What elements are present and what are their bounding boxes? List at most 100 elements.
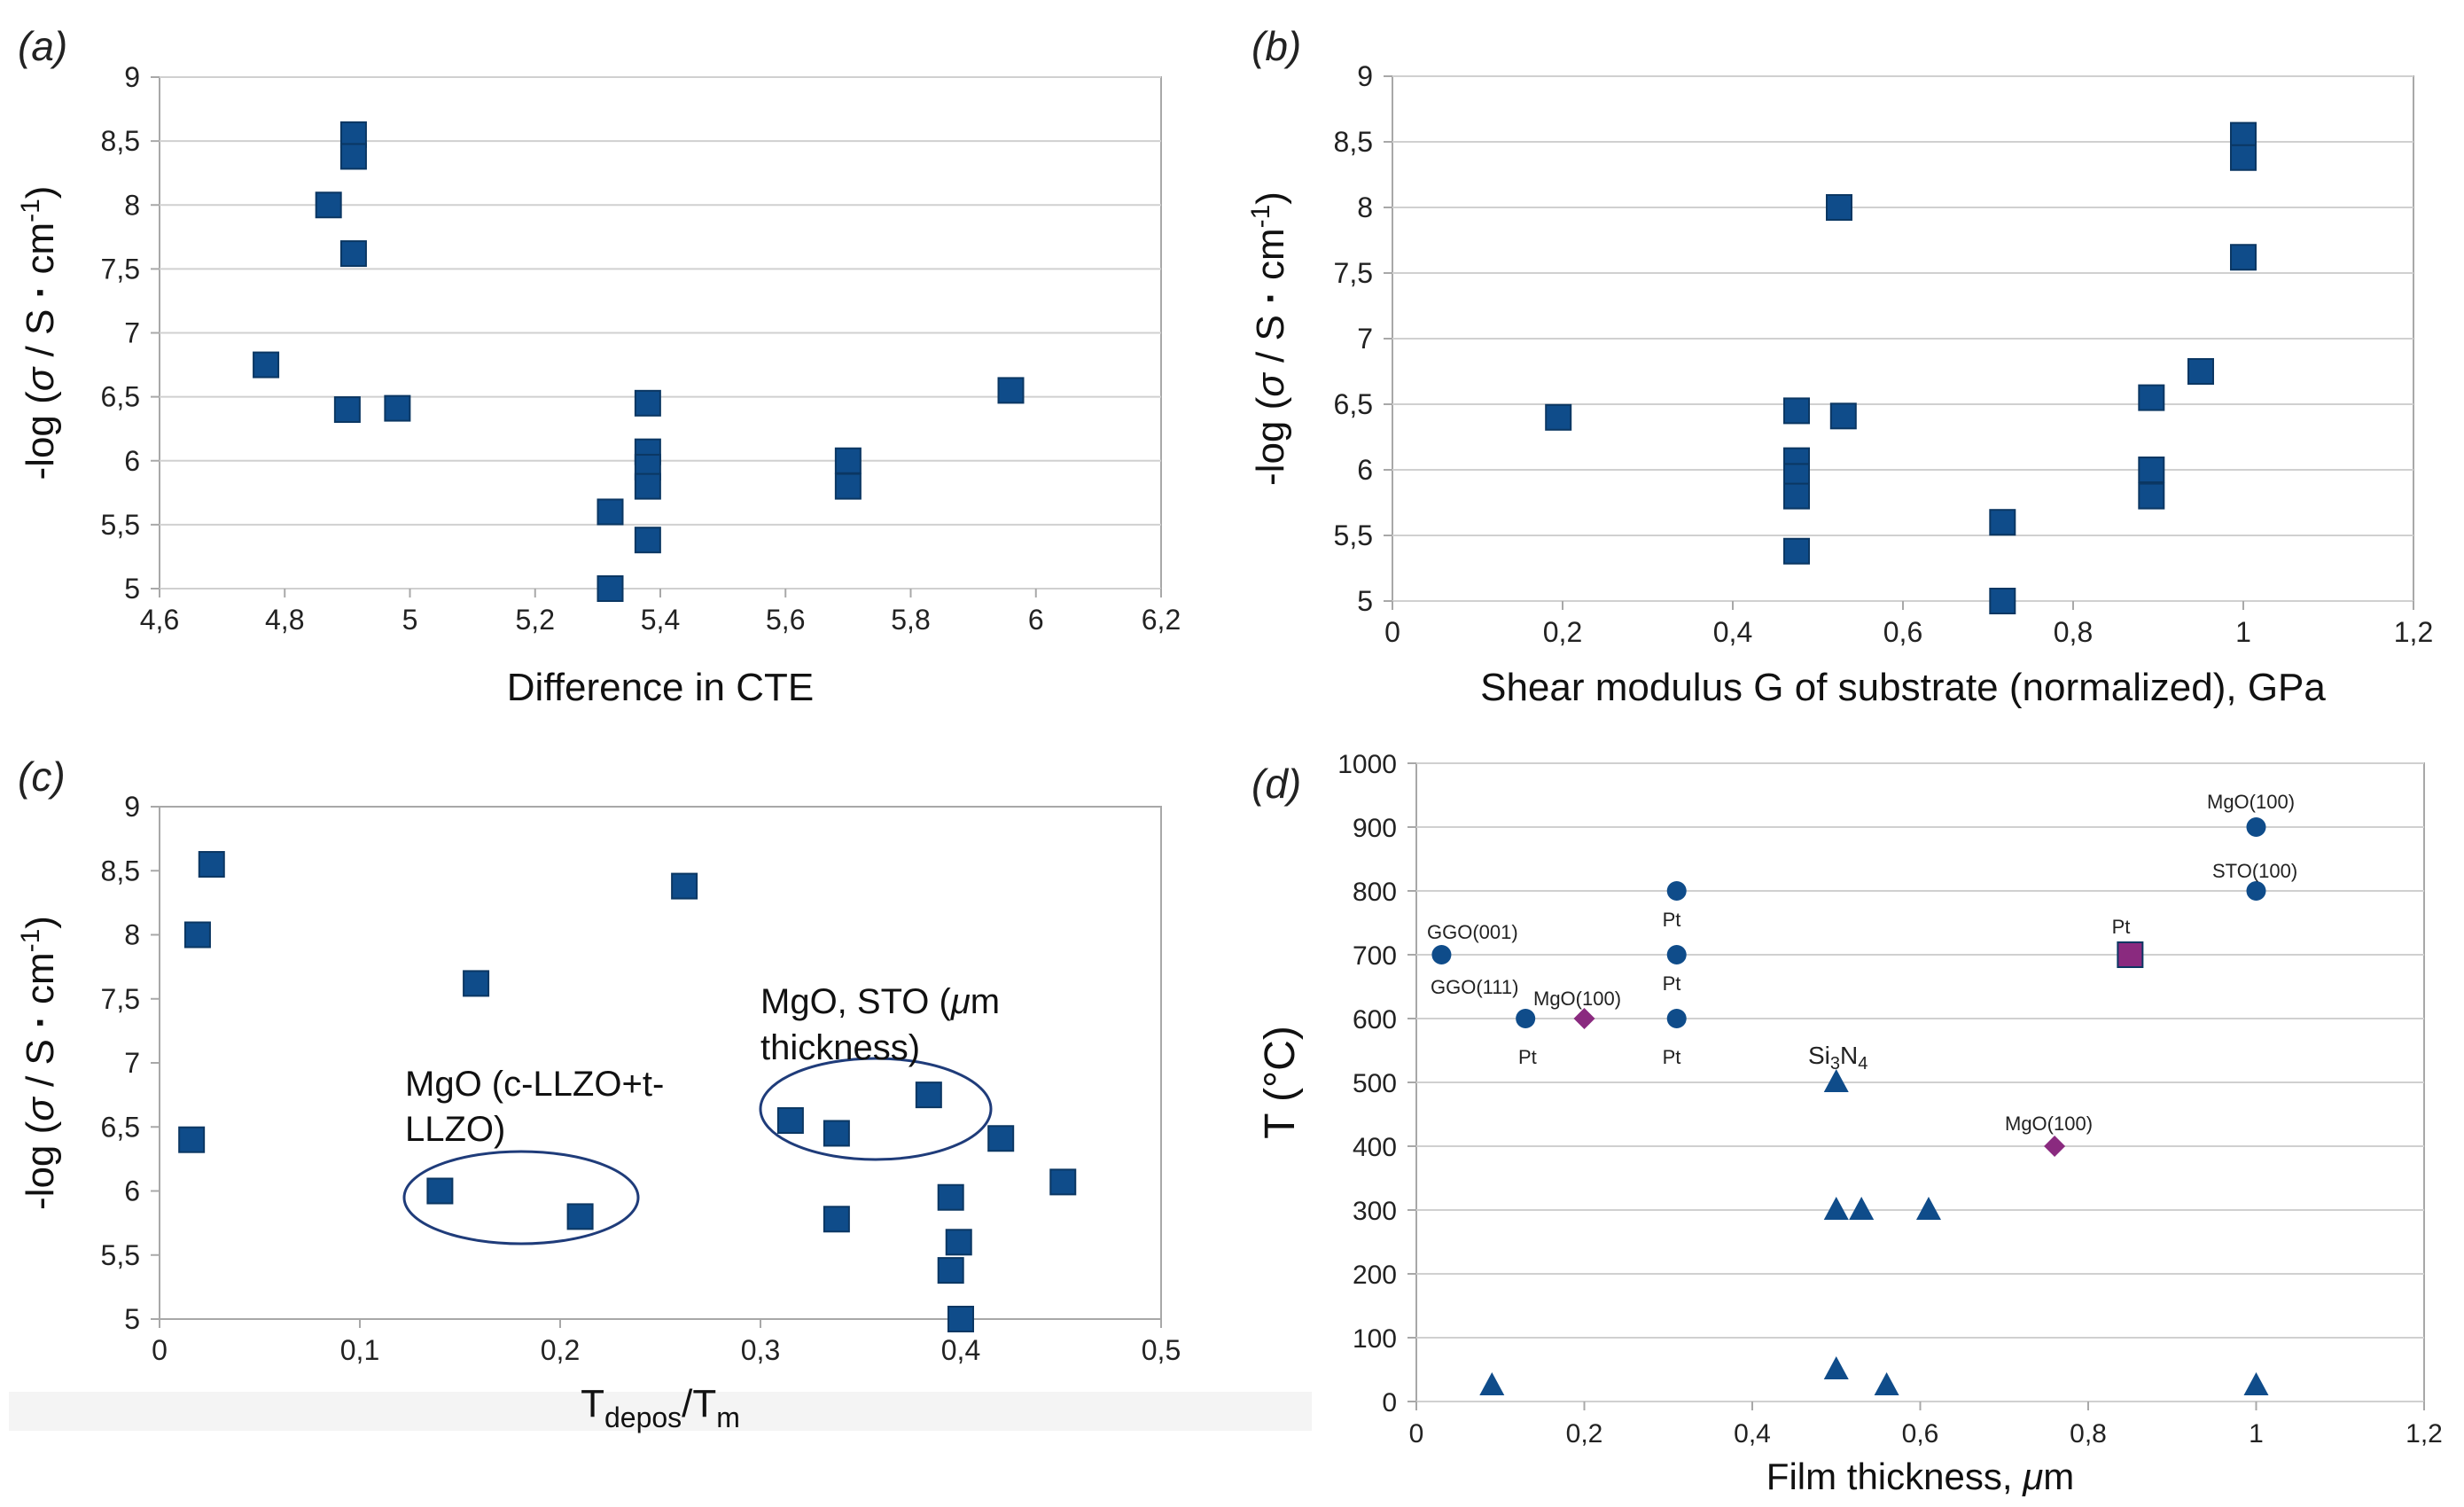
point-label: MgO(100) [1533,988,1621,1010]
x-tick-label-a: 6 [1028,604,1044,636]
y-tick-label-d: 500 [1353,1069,1397,1098]
y-axis-title-d: T (°C) [1257,1026,1304,1139]
panel-label-c: (c) [18,754,66,800]
data-point-a [339,121,367,148]
data-point-b [2187,358,2214,385]
x-tick-label-d: 1 [2249,1419,2264,1448]
data-point-c [463,970,490,997]
data-point-circle-d [1666,945,1687,964]
data-point-circle-d [1516,1009,1536,1028]
panel-d: 0 100 200 300 400 500 600 700 800 900 1000 0 0,2 0,4 0… [1251,750,2443,1497]
data-point-a [333,396,361,424]
x-axis-title-c: Tdepos/Tm [581,1382,740,1433]
data-point-a [597,498,624,526]
data-point-diamond-d [1573,1008,1595,1029]
data-point-triangle-d [1915,1197,1941,1220]
annotation-mgo-line1: MgO (c-LLZO+t- [405,1065,664,1104]
annotation-ellipse-mgo-sto [759,1057,993,1161]
data-point-c [426,1177,454,1205]
y-tick-label-a: 8 [124,189,140,221]
x-tick-label-d: 0,8 [2070,1419,2107,1448]
x-axis-title-a: Difference in CTE [507,666,814,709]
data-point-c [945,1229,972,1256]
y-title-part: ) [19,916,62,929]
data-point-c [183,921,211,949]
x-tick-label-b: 0,4 [1713,616,1752,648]
panel-b: 5 5,5 6 6,5 7 7,5 8 8,5 9 0 0,2 0,4 0,6 0,8 1 1,2 (b) She… [1246,23,2433,709]
data-point-circle-d [2246,881,2266,901]
annotation-ellipse-mgo [402,1150,640,1245]
data-point-c [671,872,698,900]
point-label-si3n4: Si3N4 [1808,1042,1867,1074]
y-tick-label-b: 6,5 [1334,388,1373,420]
y-tick-label-b: 9 [1357,60,1373,92]
y-tick-label-c: 5,5 [101,1239,140,1271]
data-point-c [915,1081,942,1109]
data-point-b [2230,144,2257,171]
y-tick-label-c: 8 [124,919,140,951]
y-title-part: -log ( [19,391,62,480]
annotation-mgo-sto-line2: thickness) [760,1028,920,1067]
x-tick-label-a: 4,8 [265,604,304,636]
annotation-part: m [971,982,1000,1021]
point-label: MgO(100) [2005,1113,2093,1135]
y-title-superscript: -1 [1246,205,1275,229]
x-tick-label-a: 6,2 [1142,604,1181,636]
x-tick-label-a: 5,8 [891,604,930,636]
x-tick-label-d: 0 [1409,1419,1424,1448]
y-tick-label-a: 7 [124,317,140,349]
y-tick-label-a: 6,5 [101,381,140,413]
y-title-dot: · [19,1015,62,1028]
y-title-part: cm [1249,228,1292,291]
y-tick-label-c: 7,5 [101,983,140,1015]
y-tick-label-b: 8 [1357,191,1373,223]
y-tick-label-c: 8,5 [101,855,140,886]
label-subscript: 3 [1830,1054,1840,1074]
data-point-b [1783,537,1810,565]
data-point-b [1545,403,1572,431]
y-tick-label-a: 9 [124,61,140,93]
data-point-triangle-d [1823,1197,1849,1220]
x-tick-label-c: 0 [152,1334,168,1366]
data-point-b [2230,121,2257,149]
x-title-part: /T [682,1382,716,1425]
y-title-sigma: σ [19,366,62,391]
x-title-subscript: depos [604,1402,682,1433]
y-tick-label-d: 100 [1353,1324,1397,1354]
data-point-triangle-d [1479,1372,1505,1395]
y-tick-label-a: 6 [124,445,140,477]
data-point-a [339,143,367,170]
x-tick-label-b: 0,8 [2054,616,2093,648]
data-point-b [1989,588,2016,614]
x-tick-label-d: 1,2 [2406,1419,2443,1448]
y-axis-title-c: -log (σ / S · cm-1) [16,916,62,1210]
y-title-superscript: -1 [16,929,45,953]
y-tick-label-b: 5,5 [1334,519,1373,551]
y-title-sigma: σ [19,1097,62,1121]
panel-label-d: (d) [1251,761,1301,807]
data-point-a [834,472,862,500]
panel-label-a: (a) [18,23,67,69]
x-tick-label-c: 0,4 [941,1334,980,1366]
data-point-c [566,1203,594,1230]
point-label: STO(100) [2212,860,2297,882]
x-title-subscript: m [716,1402,740,1433]
y-tick-label-b: 7 [1357,323,1373,355]
x-tick-label-a: 5,2 [516,604,555,636]
data-point-c [776,1107,804,1135]
data-point-c [987,1125,1015,1152]
x-tick-label-d: 0,6 [1902,1419,1939,1448]
y-tick-label-c: 6,5 [101,1111,140,1143]
data-point-b [1783,397,1810,425]
y-tick-label-a: 5 [124,573,140,605]
x-tick-label-c: 0,1 [340,1334,379,1366]
panel-c: 5 5,5 6 6,5 7 7,5 8 8,5 9 0 0,1 0,2 0,3 0,4 0,5 (c) Tdep… [16,754,1181,1433]
data-point-c [198,851,225,878]
data-point-b [1989,509,2016,536]
panel-a: 5 5,5 6 6,5 7 7,5 8 8,5 9 4,6 4,8 5 5,2 5,4 5,6 5,8 6 6,2… [16,23,1181,709]
x-title-part: m [2043,1456,2074,1497]
label-subscript: 4 [1858,1054,1867,1074]
x-title-mu: μ [2022,1456,2043,1497]
y-tick-label-c: 5 [124,1303,140,1335]
y-tick-label-a: 7,5 [101,253,140,285]
